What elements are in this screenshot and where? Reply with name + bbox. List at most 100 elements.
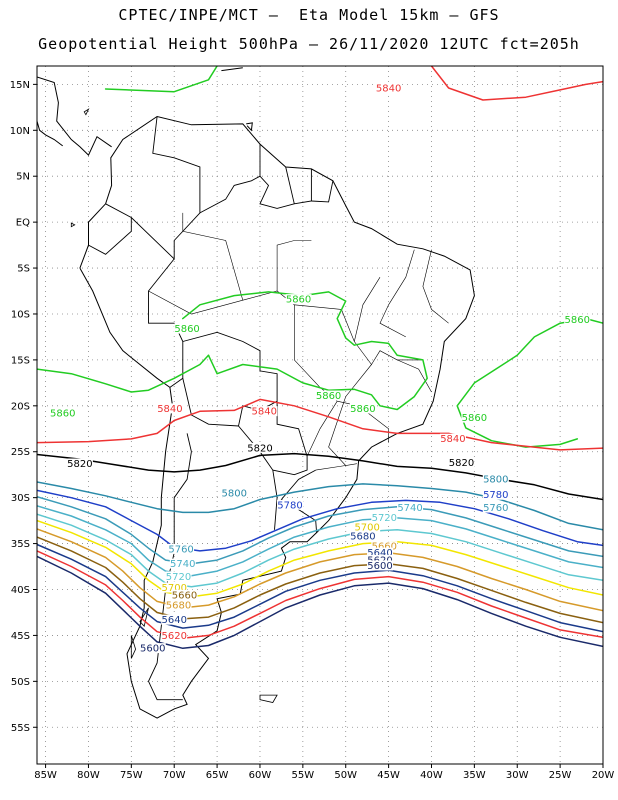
contour-label: 5680 bbox=[166, 600, 191, 611]
y-tick-label: 25S bbox=[11, 447, 30, 458]
contour-label: 5860 bbox=[316, 391, 341, 402]
island bbox=[130, 635, 137, 659]
contour-label: 5680 bbox=[350, 532, 375, 543]
contour-5740 bbox=[37, 505, 603, 577]
y-tick-label: 15N bbox=[10, 80, 30, 91]
country-border bbox=[238, 401, 308, 476]
y-tick-label: 35S bbox=[11, 539, 30, 550]
axis-ticks: 85W 80W 75W 70W 65W 60W 55W 50W 45W 40W 35W 30W 25W 2… bbox=[10, 80, 615, 781]
contour-label-bg bbox=[349, 531, 376, 542]
state-border bbox=[182, 212, 244, 301]
contour-label-bg bbox=[169, 558, 196, 569]
island bbox=[139, 607, 149, 628]
country-border bbox=[272, 470, 278, 530]
coastline-layer bbox=[37, 67, 475, 719]
coastline bbox=[246, 122, 253, 132]
state-border bbox=[341, 309, 423, 366]
contour-5760 bbox=[37, 495, 603, 565]
contour-label-bg bbox=[165, 599, 192, 610]
contour-label-bg bbox=[482, 502, 509, 513]
y-tick-label: 55S bbox=[11, 723, 30, 734]
contour-label-bg bbox=[367, 554, 394, 565]
x-tick-label: 70W bbox=[163, 770, 186, 781]
contour-label-bg bbox=[66, 458, 93, 469]
state-border bbox=[379, 249, 415, 338]
contour-label-bg bbox=[371, 541, 398, 552]
state-border bbox=[306, 401, 338, 457]
contour-label-bg bbox=[221, 487, 248, 498]
contour-label: 5720 bbox=[166, 572, 191, 583]
contour-label-bg bbox=[161, 614, 188, 625]
grid bbox=[37, 66, 604, 764]
y-tick-label: 30S bbox=[11, 493, 30, 504]
y-tick-label: 40S bbox=[11, 585, 30, 596]
contour-5660 bbox=[37, 536, 603, 624]
y-tick-label: 50S bbox=[11, 677, 30, 688]
state-border bbox=[422, 249, 449, 324]
contour-label-bg bbox=[461, 412, 488, 423]
contour-label-bg bbox=[49, 408, 76, 418]
contour-label: 5840 bbox=[157, 404, 182, 415]
contour-label: 5600 bbox=[140, 644, 165, 655]
contour-label-bg bbox=[285, 294, 312, 305]
contour-5860 bbox=[456, 317, 603, 448]
country-border bbox=[285, 166, 295, 204]
contour-label: 5840 bbox=[376, 83, 401, 94]
contour-label: 5860 bbox=[565, 315, 590, 326]
contour-5620 bbox=[37, 550, 603, 639]
x-tick-label: 35W bbox=[463, 770, 486, 781]
island bbox=[70, 222, 76, 228]
contour-label-bg bbox=[397, 502, 424, 513]
contour-label: 5740 bbox=[397, 503, 422, 514]
contour-label: 5640 bbox=[161, 615, 186, 626]
x-tick-label: 85W bbox=[34, 770, 57, 781]
contour-5700 bbox=[37, 519, 603, 598]
map-frame bbox=[36, 65, 604, 765]
contour-label: 5660 bbox=[372, 542, 397, 553]
contour-label: 5660 bbox=[172, 590, 197, 601]
y-tick-label: 5S bbox=[17, 264, 30, 275]
contour-5840 bbox=[37, 398, 603, 451]
contour-label: 5860 bbox=[350, 404, 375, 415]
x-tick-label: 50W bbox=[334, 770, 357, 781]
contour-label-bg bbox=[349, 403, 376, 414]
country-border bbox=[182, 331, 278, 427]
contour-label: 5740 bbox=[170, 559, 195, 570]
x-tick-label: 60W bbox=[249, 770, 272, 781]
contour-label: 5620 bbox=[161, 631, 186, 642]
y-tick-label: 10N bbox=[10, 126, 30, 137]
contour-label-bg bbox=[161, 630, 188, 641]
y-tick-label: 5N bbox=[16, 172, 30, 183]
contour-label: 5760 bbox=[168, 544, 193, 555]
contour-label: 5640 bbox=[367, 548, 392, 559]
coastline bbox=[37, 76, 112, 156]
contour-label-bg bbox=[371, 512, 398, 523]
contour-label: 5860 bbox=[462, 413, 487, 424]
contour-label-bg bbox=[564, 314, 591, 325]
contour-label-bg bbox=[171, 589, 198, 600]
state-border bbox=[315, 465, 346, 471]
contour-label: 5700 bbox=[161, 583, 186, 594]
contour-label-bg bbox=[174, 323, 201, 334]
contour-label: 5800 bbox=[483, 475, 508, 486]
state-border bbox=[337, 400, 389, 443]
contour-5640 bbox=[37, 543, 603, 633]
x-tick-label: 40W bbox=[420, 770, 443, 781]
coastline bbox=[37, 120, 64, 147]
contour-label: 5720 bbox=[372, 513, 397, 524]
contour-5860 bbox=[182, 291, 428, 411]
country-border bbox=[105, 116, 201, 260]
contour-label-layer: 5840 5860 5860 5860 5860 5860 5860 5860 5840 5840… bbox=[49, 82, 591, 655]
contour-label: 5780 bbox=[277, 500, 302, 511]
y-tick-label: 45S bbox=[11, 631, 30, 642]
coastline bbox=[221, 67, 243, 72]
contour-label: 5820 bbox=[67, 459, 92, 470]
contour-5720 bbox=[37, 513, 603, 588]
country-border bbox=[199, 144, 261, 214]
contour-label-bg bbox=[367, 560, 394, 571]
contour-5820 bbox=[37, 452, 603, 501]
contour-label-bg bbox=[375, 82, 402, 93]
contour-layer bbox=[37, 66, 603, 650]
chart-title: Geopotential Height 500hPa – 26/11/2020 … bbox=[38, 35, 580, 53]
